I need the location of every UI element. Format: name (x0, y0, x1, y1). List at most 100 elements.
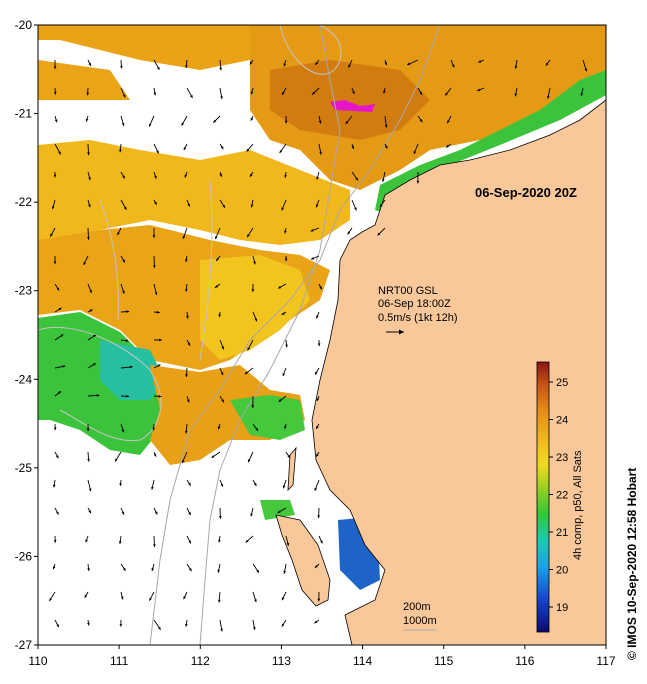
current-vector-head (314, 565, 318, 568)
current-vector-head (310, 228, 314, 232)
current-vector-head (53, 540, 57, 543)
current-vector-head (183, 147, 187, 151)
current-vector-head (384, 62, 388, 66)
lat-tick-label: -23 (15, 284, 33, 298)
current-vector-head (279, 150, 283, 154)
current-vector-head (318, 120, 322, 124)
current-vector-head (281, 597, 285, 601)
current-vector-head (119, 149, 122, 153)
current-vector-head (53, 66, 57, 69)
current-vector-head (380, 203, 383, 207)
current-vector-head (156, 66, 160, 70)
current-vector-head (185, 288, 188, 292)
current-vector-head (316, 397, 320, 401)
current-vector-head (256, 569, 259, 573)
current-vector-head (477, 88, 481, 92)
current-vector-head (407, 62, 411, 66)
current-vector-head (218, 314, 222, 318)
isobath-legend: 200m 1000m (403, 601, 437, 631)
current-vector-head (316, 315, 319, 319)
current-vector-head (89, 289, 92, 293)
current-vector-head (52, 566, 56, 570)
current-vector-head (126, 394, 130, 398)
current-vector-head (247, 347, 251, 351)
lon-tick-label: 114 (353, 654, 372, 668)
current-vector-head (249, 61, 253, 65)
current-vector-head (319, 151, 322, 155)
current-vector-head (246, 148, 250, 152)
current-vector-head (122, 175, 125, 179)
current-vector-head (52, 484, 56, 488)
isobath-1000-label: 1000m (403, 615, 437, 627)
current-vector-head (220, 483, 224, 487)
sst-dark-orange-patch (270, 60, 430, 140)
current-vector-head (384, 124, 388, 128)
current-vector-head (217, 569, 221, 573)
current-vector-head (185, 374, 188, 377)
current-vector-head (159, 338, 162, 342)
current-vector-head (83, 262, 86, 266)
current-vectors (49, 59, 588, 632)
lat-tick-label: -20 (15, 18, 33, 32)
current-vector-head (250, 173, 253, 177)
current-vector-head (118, 541, 122, 544)
current-vector-head (84, 594, 88, 598)
current-vector-head (251, 289, 255, 292)
current-vector-head (188, 568, 192, 572)
current-vector-head (218, 539, 221, 543)
current-vector-head (153, 92, 157, 96)
current-vector-head (86, 92, 90, 96)
current-vector-head (316, 425, 319, 429)
current-vector-head (60, 334, 64, 338)
current-vector-head (221, 346, 224, 350)
lat-tick-label: -27 (15, 638, 33, 652)
lon-tick-label: 112 (191, 654, 210, 668)
sst-magenta-fleck (330, 100, 375, 112)
current-vector-head (287, 454, 291, 458)
current-vector-head (377, 232, 381, 236)
current-vector-head (283, 63, 287, 67)
current-vector-head (121, 429, 125, 433)
lat-tick-label: -25 (15, 461, 33, 475)
current-vector-head (187, 203, 190, 207)
current-vector-head (283, 570, 287, 574)
current-vector-head (151, 486, 154, 490)
current-vector-head (312, 91, 315, 95)
current-vector-head (315, 204, 319, 208)
colorbar-ticks: 19 20 21 22 23 24 25 (549, 377, 568, 614)
current-vector-head (58, 307, 62, 311)
current-vector-head (317, 343, 321, 347)
current-vector-head (220, 96, 223, 100)
current-vector-head (96, 394, 100, 397)
colorbar-tick-label: 21 (556, 527, 568, 539)
current-vector-head (311, 256, 315, 260)
current-vector-head (284, 425, 287, 429)
current-vector-head (284, 120, 288, 124)
current-vector-head (122, 290, 125, 294)
colorbar-tick-label: 19 (556, 602, 568, 614)
current-vector-head (315, 61, 319, 65)
current-vector-head (286, 542, 290, 546)
current-vector-head (188, 482, 191, 486)
current-vector-head (190, 95, 193, 99)
current-vector-head (584, 68, 588, 72)
current-vector-head (185, 259, 188, 262)
isobath-line-2 (149, 25, 441, 645)
current-vector-head (284, 230, 287, 234)
current-vector-head (317, 598, 321, 602)
current-vector-head (120, 65, 123, 69)
current-vector-head (149, 597, 152, 601)
current-vector-head (185, 65, 188, 68)
current-vector-head (86, 428, 90, 432)
current-vector-head (580, 92, 584, 96)
current-legend-line2: 06-Sep 18:00Z (378, 298, 451, 310)
current-vector-head (156, 150, 159, 154)
current-vector-head (351, 146, 355, 150)
current-vector-head (119, 623, 123, 627)
current-vector-head (278, 285, 282, 289)
current-vector-head (446, 144, 450, 148)
current-vector-head (314, 487, 318, 491)
current-vector-head (53, 91, 57, 95)
current-vector-head (413, 151, 417, 155)
current-vector-head (87, 152, 90, 156)
